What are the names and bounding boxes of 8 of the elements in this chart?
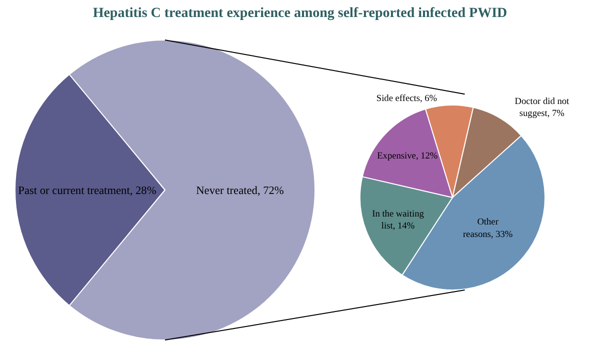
slice-label: Past or current treatment, 28% <box>18 184 157 197</box>
slice-label: Expensive, 12% <box>377 152 438 162</box>
slice-label: Side effects, 6% <box>376 94 438 104</box>
slice-label: Doctor did not suggest, 7% <box>514 96 570 119</box>
slice-label: In the waiting list, 14% <box>372 210 424 232</box>
slice-label: Other reasons, 33% <box>462 218 513 240</box>
slice-label: Never treated, 72% <box>196 184 284 197</box>
chart-title: Hepatitis C treatment experience among self-reported infected PWID <box>92 6 508 22</box>
